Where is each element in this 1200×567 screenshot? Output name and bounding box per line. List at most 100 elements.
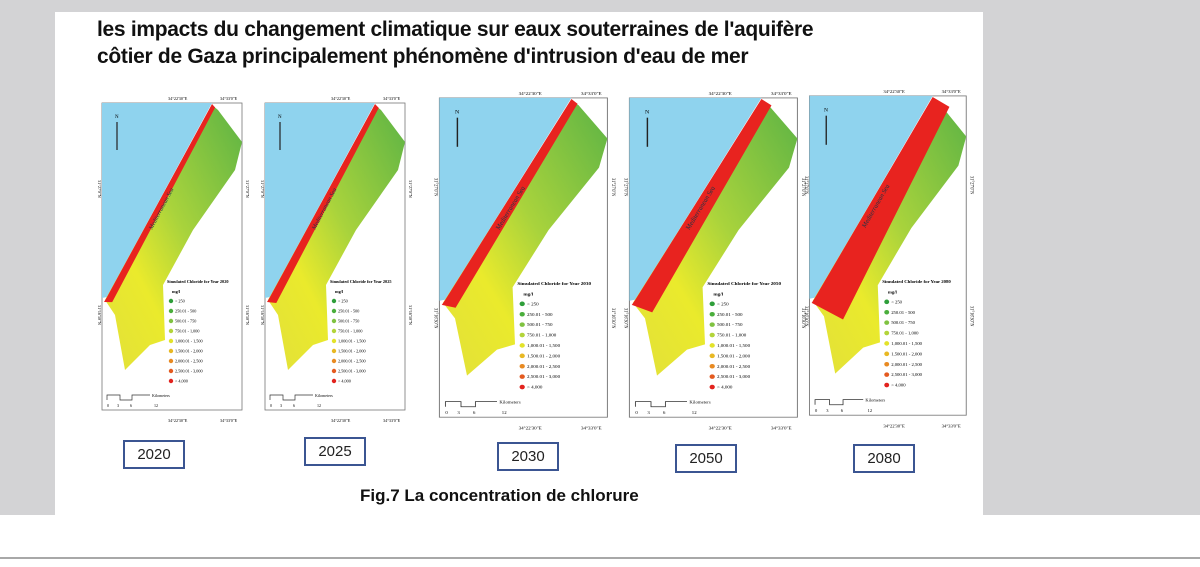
legend-swatch (884, 330, 890, 336)
year-box-2030: 2030 (497, 442, 559, 471)
legend-item-label: 2,000.01 - 2,500 (338, 359, 366, 365)
legend-unit: mg/l (172, 289, 181, 294)
figure-caption: Fig.7 La concentration de chlorure (360, 486, 639, 505)
legend-item-label: 1,500.01 - 2,000 (527, 355, 561, 360)
lon-label: 34°22'30"E (519, 92, 542, 97)
scale-tick: 3 (826, 408, 828, 413)
legend-item-label: 2,500.01 - 3,000 (717, 375, 751, 380)
legend-item-label: 2,500.01 - 3,000 (338, 369, 366, 375)
lat-label: 31°27'0"N (610, 178, 615, 197)
legend-item-label: 2,500.01 - 3,000 (175, 369, 203, 375)
legend-swatch (709, 322, 715, 327)
legend-item-label: 1,500.01 - 2,000 (717, 355, 751, 360)
lat-label: 31°16'30"N (622, 308, 627, 329)
legend-swatch (709, 384, 715, 390)
lon-label: 34°33'0"E (942, 89, 961, 94)
legend-unit: mg/l (523, 293, 533, 298)
lat-label: 31°16'30"N (260, 305, 265, 325)
lat-label: 31°27'0"N (432, 178, 437, 197)
lat-label: 31°16'30"N (970, 306, 975, 327)
legend-swatch (519, 332, 525, 338)
legend-swatch (331, 308, 337, 314)
land-area (633, 100, 798, 376)
year-box-2080: 2080 (853, 444, 915, 473)
scale-tick: 12 (154, 403, 158, 408)
legend-unit: mg/l (888, 291, 898, 296)
legend-swatch (884, 361, 890, 367)
scale-tick: 6 (473, 410, 476, 415)
sea-area (809, 95, 933, 299)
lat-label: 31°27'0"N (97, 180, 102, 198)
legend-item-label: 2,000.01 - 2,500 (527, 365, 561, 370)
legend-title: Simulated Chloride for Year 2025 (330, 279, 392, 284)
lon-label: 34°22'30"E (883, 424, 905, 429)
lat-label: 31°16'30"N (97, 305, 102, 325)
lon-label: 34°33'0"E (581, 427, 602, 432)
legend-item-label: > 4,000 (527, 386, 543, 391)
lon-label: 34°33'0"E (581, 92, 602, 97)
year-box-2025: 2025 (304, 437, 366, 466)
legend-swatch (519, 353, 525, 359)
year-box-2020: 2020 (123, 440, 185, 469)
legend-swatch (709, 363, 715, 369)
seawater-intrusion-zone (631, 98, 772, 313)
scale-tick: 0 (270, 403, 272, 408)
legend-swatch (331, 368, 337, 374)
legend-swatch (884, 341, 890, 346)
page-title: les impacts du changement climatique sur… (97, 16, 814, 70)
legend-item-label: 250.01 - 500 (891, 310, 916, 315)
legend-item-label: 500.01 - 750 (717, 323, 743, 328)
title-line-2: côtier de Gaza principalement phénomène … (97, 45, 749, 68)
legend-swatch (168, 298, 174, 304)
scale-bar (634, 401, 688, 408)
legend-swatch (519, 311, 525, 317)
sea-area (265, 103, 375, 298)
legend-item-label: 2,000.01 - 2,500 (891, 362, 923, 368)
year-box-2050: 2050 (675, 444, 737, 473)
scale-tick: 6 (663, 410, 666, 415)
scale-label: Kilometers (865, 398, 885, 403)
title-line-1: les impacts du changement climatique sur… (97, 18, 814, 41)
lon-label: 34°33'0"E (220, 418, 238, 423)
seawater-intrusion-zone (811, 96, 950, 320)
legend-item-label: 250.01 - 500 (717, 313, 743, 318)
scale-tick: 6 (130, 403, 132, 408)
legend-item-label: 2,500.01 - 3,000 (891, 372, 923, 378)
north-arrow-label: N (645, 110, 649, 116)
legend-unit: mg/l (713, 293, 723, 298)
scale-bar (106, 394, 150, 401)
legend-item-label: 1,000.01 - 1,500 (338, 339, 366, 345)
legend-swatch (519, 374, 525, 379)
scale-label: Kilometers (689, 400, 711, 405)
legend-item-label: 1,000.01 - 1,500 (717, 344, 751, 349)
legend-item-label: 2,500.01 - 3,000 (527, 375, 561, 380)
lon-label: 34°22'30"E (883, 89, 905, 94)
divider-line (0, 557, 1200, 559)
lat-label: 31°27'0"N (970, 176, 975, 195)
seawater-intrusion-zone (267, 104, 379, 304)
legend-swatch (168, 378, 174, 384)
scale-tick: 12 (502, 410, 507, 415)
legend-item-label: 1,500.01 - 2,000 (891, 352, 923, 358)
legend-item-label: < 250 (717, 303, 729, 308)
scale-tick: 3 (280, 403, 282, 408)
lat-label: 31°16'30"N (408, 305, 413, 325)
legend-title: Simulated Chloride for Year 2030 (517, 282, 591, 287)
legend-swatch (168, 328, 174, 334)
scale-label: Kilometers (152, 393, 170, 398)
legend-swatch (168, 358, 174, 364)
scale-tick: 0 (815, 408, 817, 413)
lat-label: 31°27'0"N (245, 180, 250, 198)
legend-swatch (884, 382, 890, 388)
legend-swatch (709, 301, 715, 307)
scale-tick: 0 (445, 410, 448, 415)
legend-title: Simulated Chloride for Year 2050 (707, 282, 781, 287)
legend-swatch (519, 343, 525, 348)
legend-swatch (331, 338, 337, 344)
north-arrow-label: N (278, 115, 282, 120)
legend-item-label: 500.01 - 750 (891, 320, 916, 325)
